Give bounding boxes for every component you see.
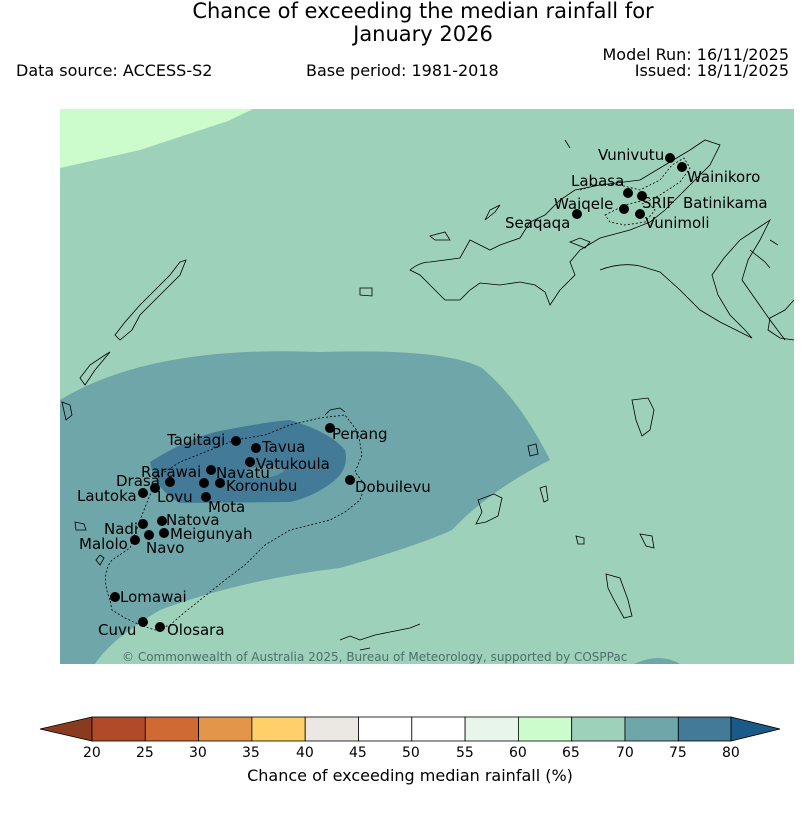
base-period: Base period: 1981-2018: [306, 61, 499, 80]
station-dot-rarawai: [206, 465, 216, 475]
station-dot-seaqaqa: [572, 209, 582, 219]
colorbar-bin-60-65: [518, 716, 573, 742]
station-dot-navatu: [199, 478, 209, 488]
colorbar-bin-30-35: [198, 716, 253, 742]
station-label: Labasa: [571, 172, 624, 190]
colorbar-tick: 60: [509, 745, 527, 761]
station-label: Penang: [332, 425, 387, 443]
zone-70-75-inner: [245, 466, 285, 479]
station-dot-mota: [201, 492, 211, 502]
colorbar-bin-75-80: [677, 716, 732, 742]
station-label: Vunimoli: [645, 214, 710, 232]
station-label: Meigunyah: [170, 525, 252, 543]
station-dot-waiqele: [619, 204, 629, 214]
colorbar-title: Chance of exceeding median rainfall (%): [247, 766, 573, 785]
colorbar-tick: 75: [669, 745, 687, 761]
colorbar-tick: 30: [189, 745, 207, 761]
model-run: Model Run: 16/11/2025: [602, 45, 790, 64]
colorbar-bin-40-45: [304, 716, 359, 742]
station-dot-vatukoula: [245, 457, 255, 467]
colorbar-bin-50-55: [411, 716, 466, 742]
station-label: Lomawai: [120, 588, 187, 606]
colorbar-tick: 35: [242, 745, 260, 761]
colorbar-under-arrow: [39, 716, 93, 742]
copyright-text: © Commonwealth of Australia 2025, Bureau…: [122, 650, 627, 664]
station-label: Vunivutu: [598, 146, 664, 164]
colorbar-bin-20-25: [91, 716, 146, 742]
colorbar-bin-35-40: [251, 716, 306, 742]
colorbar-bin-25-30: [144, 716, 200, 742]
station-dot-natova: [157, 516, 167, 526]
station-dot-wainikoro: [677, 162, 687, 172]
station-label: Dobuilevu: [355, 478, 431, 496]
chart-title-line1: Chance of exceeding the median rainfall …: [192, 0, 654, 23]
colorbar-over-arrow: [730, 716, 781, 742]
colorbar-bin-55-60: [464, 716, 519, 742]
station-dot-cuvu: [138, 617, 148, 627]
colorbar-tick: 70: [616, 745, 634, 761]
colorbar-bin-45-50: [358, 716, 413, 742]
station-label: Waiqele: [554, 195, 613, 213]
station-dot-labasa: [623, 188, 633, 198]
station-label: Navatu: [216, 464, 270, 482]
station-dot-drasa: [165, 477, 175, 487]
station-dot-srif: [637, 191, 647, 201]
colorbar-tick: 55: [456, 745, 474, 761]
colorbar-tick: 20: [83, 745, 101, 761]
station-dot-meigunyah: [159, 528, 169, 538]
station-label: Mota: [208, 498, 245, 516]
station-label: Seaqaqa: [505, 214, 570, 232]
issued-date: Issued: 18/11/2025: [634, 61, 789, 80]
zone-60-65: [60, 109, 253, 168]
station-label: Malolo: [79, 535, 128, 553]
station-labels: Vunivutu Wainikoro Labasa SRIF Batinikam…: [77, 146, 768, 639]
station-label: Olosara: [167, 621, 225, 639]
station-label: SRIF: [642, 194, 675, 212]
colorbar-tick: 80: [722, 745, 740, 761]
colorbar-tick: 25: [136, 745, 154, 761]
colorbar-bin-70-75: [624, 716, 679, 742]
station-label: Vatukoula: [256, 455, 330, 473]
zone-70-75: [60, 351, 550, 664]
station-label: Natova: [166, 511, 220, 529]
station-dot-koronubu: [215, 478, 225, 488]
station-dot-tagitagi: [231, 436, 241, 446]
colorbar-tick: 45: [349, 745, 367, 761]
zone-70-75-corner: [634, 658, 680, 664]
station-label: Koronubu: [226, 477, 297, 495]
station-label: Tagitagi: [166, 431, 225, 449]
station-dot-olosara: [155, 622, 165, 632]
station-dot-lomawai: [110, 592, 120, 602]
colorbar-tick: 50: [402, 745, 420, 761]
station-dot-tavua: [251, 443, 261, 453]
colorbar-tick: 40: [296, 745, 314, 761]
coastlines: [61, 139, 795, 651]
station-markers: [110, 153, 687, 632]
station-label: Cuvu: [98, 621, 136, 639]
station-dot-lovu: [150, 483, 160, 493]
colorbar: [39, 716, 781, 742]
colorbar-tick: 65: [562, 745, 580, 761]
station-label: Wainikoro: [687, 168, 760, 186]
station-label: Lautoka: [77, 487, 137, 505]
station-label: Lovu: [157, 488, 193, 506]
station-label: Navo: [146, 539, 184, 557]
colorbar-bin-65-70: [571, 716, 626, 742]
station-dot-navo: [144, 530, 154, 540]
chart-title-line2: January 2026: [353, 22, 493, 46]
station-dot-lautoka: [138, 488, 148, 498]
station-label: Batinikama: [683, 194, 768, 212]
data-source: Data source: ACCESS-S2: [16, 61, 213, 80]
station-dot-dobuilevu: [345, 475, 355, 485]
station-label: Drasa: [116, 472, 160, 490]
station-dot-nadi: [138, 519, 148, 529]
station-label: Nadi: [104, 520, 138, 538]
station-label: Rarawai: [141, 463, 201, 481]
station-dot-vunivutu: [665, 153, 675, 163]
station-dot-vunimoli: [635, 209, 645, 219]
station-dot-malolo: [130, 535, 140, 545]
station-dot-penang: [325, 423, 335, 433]
station-label: Tavua: [261, 438, 305, 456]
